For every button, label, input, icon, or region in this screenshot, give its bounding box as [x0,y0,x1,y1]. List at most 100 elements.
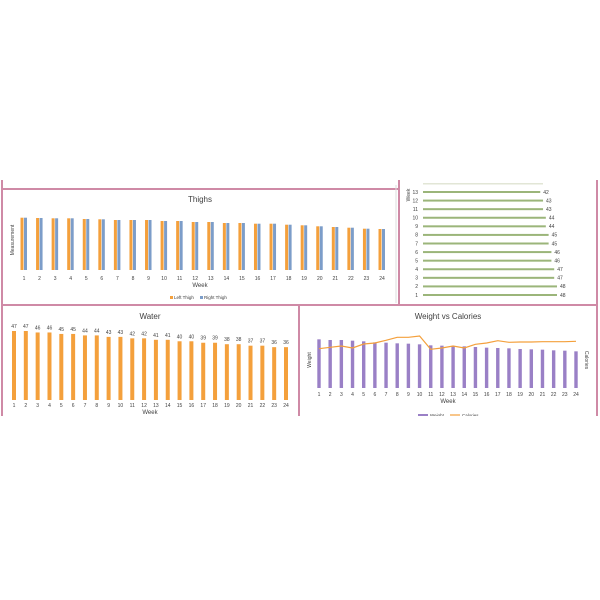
bar-left-thigh [269,223,273,270]
bar [71,333,76,400]
bar [423,294,557,296]
x-tick-label: 12 [141,403,147,409]
bar-left-thigh [207,222,211,270]
y-axis-label: Week [406,188,412,201]
y-tick-label: 12 [412,198,418,204]
x-tick-label: 16 [484,392,490,398]
bar-left-thigh [347,227,351,270]
bar-right-thigh [39,218,43,270]
x-tick-label: 18 [506,392,512,398]
legend-label: Left Thigh [174,295,194,300]
x-tick-label: 16 [255,276,261,282]
bar-right-thigh [55,218,59,270]
line-calories [318,335,577,350]
x-tick-label: 1 [13,403,16,409]
x-axis-label: Week [440,399,456,405]
data-label: 44 [94,328,100,334]
bar [423,208,544,211]
bar-weight [406,343,411,388]
x-axis-label: Week [142,410,158,416]
bar [423,216,546,219]
x-tick-label: 6 [72,403,75,409]
data-label: 39 [200,336,206,342]
x-tick-label: 8 [396,392,399,398]
x-tick-label: 19 [517,392,523,398]
x-tick-label: 10 [118,403,124,409]
x-tick-label: 1 [318,392,321,398]
bar-left-thigh [378,229,382,270]
bar [423,268,555,271]
x-tick-label: 10 [161,276,167,282]
data-label: 41 [153,333,159,339]
data-label: 38 [236,337,242,343]
bar-weight [384,342,388,388]
bar-left-thigh [67,218,71,270]
bar-left-thigh [129,220,133,270]
chart-title-thighs: Thighs [188,195,212,204]
data-label: 46 [554,250,560,256]
y2-axis-label: Calories [583,351,589,370]
bar-right-thigh [366,228,370,270]
x-tick-label: 12 [439,392,445,398]
x-tick-label: 13 [450,392,456,398]
x-tick-label: 15 [177,403,183,409]
legend-label: Weight [430,413,445,418]
data-label: 38 [224,337,230,343]
bar [284,347,288,400]
bar [423,251,552,254]
x-tick-label: 9 [407,392,410,398]
y-tick-label: 6 [415,250,418,256]
data-label: 41 [165,333,171,339]
x-tick-label: 15 [473,392,479,398]
x-tick-label: 4 [48,403,51,409]
bar-right-thigh [195,222,199,270]
bar [260,345,265,400]
data-label: 44 [82,328,88,334]
y-tick-label: 5 [415,258,418,264]
x-tick-label: 1 [23,276,26,282]
x-tick-label: 4 [69,276,72,282]
legend-swatch-weight [418,414,428,416]
bar [94,335,99,400]
bar [189,341,194,400]
bar-right-thigh [304,225,308,270]
bar [423,199,544,202]
bar [35,332,40,400]
bar-right-thigh [70,218,74,270]
bar [272,347,277,400]
bar-right-thigh [86,219,90,270]
bar-right-thigh [164,221,168,270]
bar-left-thigh [285,224,289,270]
x-tick-label: 3 [340,392,343,398]
chart-title-water: Water [139,312,160,321]
x-tick-label: 24 [283,403,289,409]
bar [236,344,241,400]
x-tick-label: 2 [38,276,41,282]
bar [142,338,147,400]
y-tick-label: 9 [415,224,418,230]
bar [423,276,555,279]
x-tick-label: 14 [461,392,467,398]
bar-right-thigh [117,220,121,270]
bar-weight [350,340,355,388]
x-tick-label: 17 [200,403,206,409]
x-tick-label: 12 [192,276,198,282]
data-label: 43 [106,330,112,336]
bar-weight [540,349,545,388]
bar-weight [429,345,433,388]
bar-weight [361,341,366,388]
bar-right-thigh [382,229,385,270]
data-label: 45 [552,233,558,239]
x-tick-label: 6 [100,276,103,282]
y-tick-label: 13 [412,190,418,196]
bar [59,333,64,400]
y-tick-label: 3 [415,276,418,282]
bar-weight [551,350,556,388]
x-tick-label: 8 [95,403,98,409]
data-label: 36 [271,340,277,346]
bar-left-thigh [160,221,164,270]
bar-left-thigh [20,217,24,270]
x-tick-label: 21 [540,392,546,398]
x-tick-label: 7 [84,403,87,409]
data-label: 47 [23,324,29,330]
